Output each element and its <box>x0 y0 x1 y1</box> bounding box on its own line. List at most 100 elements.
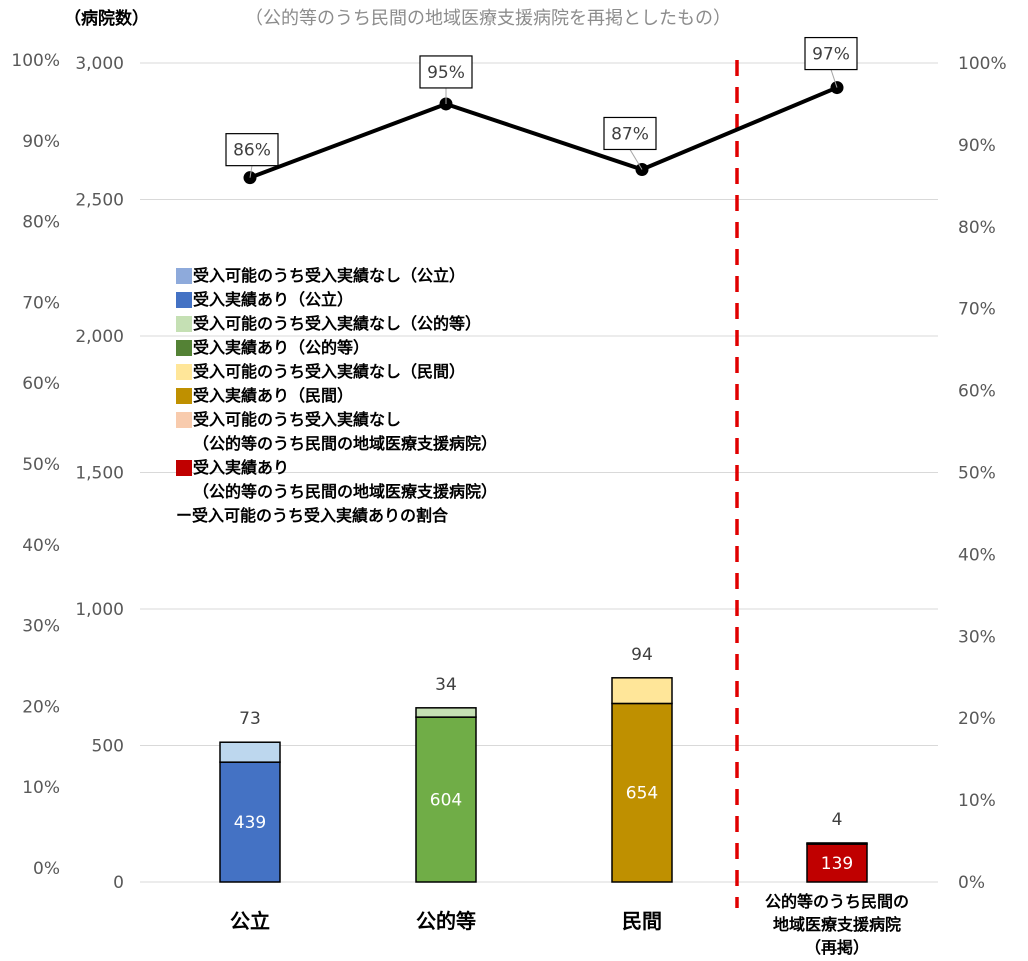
bar-with-records <box>611 702 673 883</box>
bar-with-records <box>219 761 281 883</box>
far-left-tick-label: 80% <box>22 213 60 233</box>
left-tick-label: 2,500 <box>75 191 124 211</box>
legend-item: 受入実績あり（公的等） <box>176 338 369 357</box>
legend-label: 受入実績あり（公的等） <box>193 338 369 357</box>
right-tick-label: 30% <box>958 627 996 647</box>
category-label: 公的等のうち民間の <box>765 892 909 911</box>
legend-label: （公的等のうち民間の地域医療支援病院） <box>193 482 497 501</box>
legend-swatch <box>176 460 192 476</box>
bar-without-records <box>611 677 673 705</box>
far-left-tick-label: 60% <box>22 374 60 394</box>
bar-with-records <box>415 716 477 883</box>
legend: 受入可能のうち受入実績なし（公立） 受入実績あり（公立） 受入可能のうち受入実績なし… <box>176 266 497 525</box>
legend-label: ー受入可能のうち受入実績ありの割合 <box>176 506 449 525</box>
legend-swatch <box>176 388 192 404</box>
bar-without-records <box>415 707 477 718</box>
category-label: （再掲） <box>805 938 869 957</box>
ratio-label: 86% <box>233 141 271 161</box>
ratio-label-box <box>419 55 473 89</box>
chart-subtitle: （公的等のうち民間の地域医療支援病院を再掲としたもの） <box>245 8 731 29</box>
legend-label: 受入可能のうち受入実績なし <box>193 410 401 429</box>
right-tick-label: 100% <box>958 54 1007 74</box>
right-tick-label: 60% <box>958 382 996 402</box>
ratio-label-box <box>603 116 657 151</box>
legend-swatch <box>176 412 192 428</box>
ratio-label-leader <box>249 165 253 178</box>
legend-item: 受入実績あり（民間） <box>176 386 353 405</box>
right-tick-label: 70% <box>958 300 996 320</box>
category-label: 地域医療支援病院 <box>773 915 901 934</box>
legend-swatch <box>176 316 192 332</box>
far-left-tick-label: 0% <box>33 859 60 879</box>
category-label: 公的等 <box>416 909 476 933</box>
bar-without-records-label: 94 <box>631 645 653 665</box>
legend-label: 受入可能のうち受入実績なし（公立） <box>193 266 465 285</box>
legend-label: 受入実績あり（民間） <box>193 386 353 405</box>
right-tick-label: 10% <box>958 791 996 811</box>
legend-label: 受入実績あり <box>193 458 289 477</box>
bar-without-records-label: 73 <box>239 709 261 729</box>
legend-swatch <box>176 268 192 284</box>
ratio-label-leader <box>830 69 838 88</box>
left-tick-label: 1,000 <box>75 600 124 620</box>
far-left-tick-label: 30% <box>22 617 60 637</box>
far-left-tick-label: 10% <box>22 778 60 798</box>
bar-with-records-label: 604 <box>430 791 462 811</box>
legend-item: 受入可能のうち受入実績なし（公立） <box>176 266 465 285</box>
category-labels: 公立 公的等 民間 公的等のうち民間の地域医療支援病院 （再掲） <box>230 892 909 957</box>
far-left-tick-label: 90% <box>22 132 60 152</box>
legend-label: （公的等のうち民間の地域医療支援病院） <box>193 434 497 453</box>
legend-label: 受入実績あり（公立） <box>193 290 353 309</box>
ratio-label: 95% <box>427 63 465 83</box>
ratio-line <box>249 85 838 180</box>
bar-without-records <box>219 741 281 763</box>
bar-without-records-label: 4 <box>832 810 843 830</box>
right-tick-label: 80% <box>958 218 996 238</box>
ratio-label-leader <box>629 149 643 170</box>
far-left-tick-label: 50% <box>22 455 60 475</box>
legend-label: 受入可能のうち受入実績なし（民間） <box>193 362 465 381</box>
legend-item: 受入可能のうち受入実績なし（公的等） <box>176 314 481 333</box>
left-tick-label: 0 <box>113 873 124 893</box>
legend-item: 受入可能のうち受入実績なし （公的等のうち民間の地域医療支援病院） <box>176 410 497 453</box>
right-percent-axis: 0% 10% 20% 30% 40% 50% 60% 70% 80% 90% 100% <box>958 54 1007 893</box>
legend-swatch <box>176 340 192 356</box>
far-left-tick-label: 70% <box>22 293 60 313</box>
right-tick-label: 50% <box>958 464 996 484</box>
ratio-label: 97% <box>812 45 850 65</box>
legend-item: 受入実績あり （公的等のうち民間の地域医療支援病院） <box>176 458 497 501</box>
legend-item: 受入可能のうち受入実績なし（民間） <box>176 362 465 381</box>
ratio-label-box <box>225 133 279 167</box>
right-tick-label: 0% <box>958 873 985 893</box>
legend-item: 受入実績あり（公立） <box>176 290 353 309</box>
category-label: 公立 <box>230 909 270 933</box>
legend-swatch <box>176 364 192 380</box>
bar-with-records-label: 139 <box>821 854 853 874</box>
far-left-tick-label: 40% <box>22 536 60 556</box>
legend-label: 受入可能のうち受入実績なし（公的等） <box>193 314 481 333</box>
left-axis-ticks: 0 500 1,000 1,500 2,000 2,500 3,000 <box>75 54 124 893</box>
y-axis-unit-label: （病院数） <box>64 8 149 29</box>
right-tick-label: 40% <box>958 545 996 565</box>
legend-item: ー受入可能のうち受入実績ありの割合 <box>176 506 449 525</box>
ratio-label: 87% <box>611 124 649 144</box>
bar-without-records-label: 34 <box>435 675 457 695</box>
legend-swatch <box>176 292 192 308</box>
bar-without-records <box>806 842 868 845</box>
ratio-line-series: 86% 95% 87% 97% <box>225 36 858 185</box>
bar-with-records-label: 439 <box>234 813 266 833</box>
ratio-label-box <box>804 36 858 71</box>
bars: 439 73 604 34 654 94 139 4 <box>219 645 868 883</box>
left-tick-label: 500 <box>92 737 124 757</box>
bar-with-records <box>806 843 868 883</box>
left-tick-label: 2,000 <box>75 327 124 347</box>
bar-with-records-label: 654 <box>626 784 658 804</box>
far-left-tick-label: 20% <box>22 697 60 717</box>
category-label: 民間 <box>622 909 662 933</box>
left-tick-label: 3,000 <box>75 54 124 74</box>
left-tick-label: 1,500 <box>75 464 124 484</box>
far-left-tick-label: 100% <box>11 51 60 71</box>
right-tick-label: 20% <box>958 709 996 729</box>
far-left-percent-axis: 0% 10% 20% 30% 40% 50% 60% 70% 80% 90% 100% <box>11 51 60 879</box>
